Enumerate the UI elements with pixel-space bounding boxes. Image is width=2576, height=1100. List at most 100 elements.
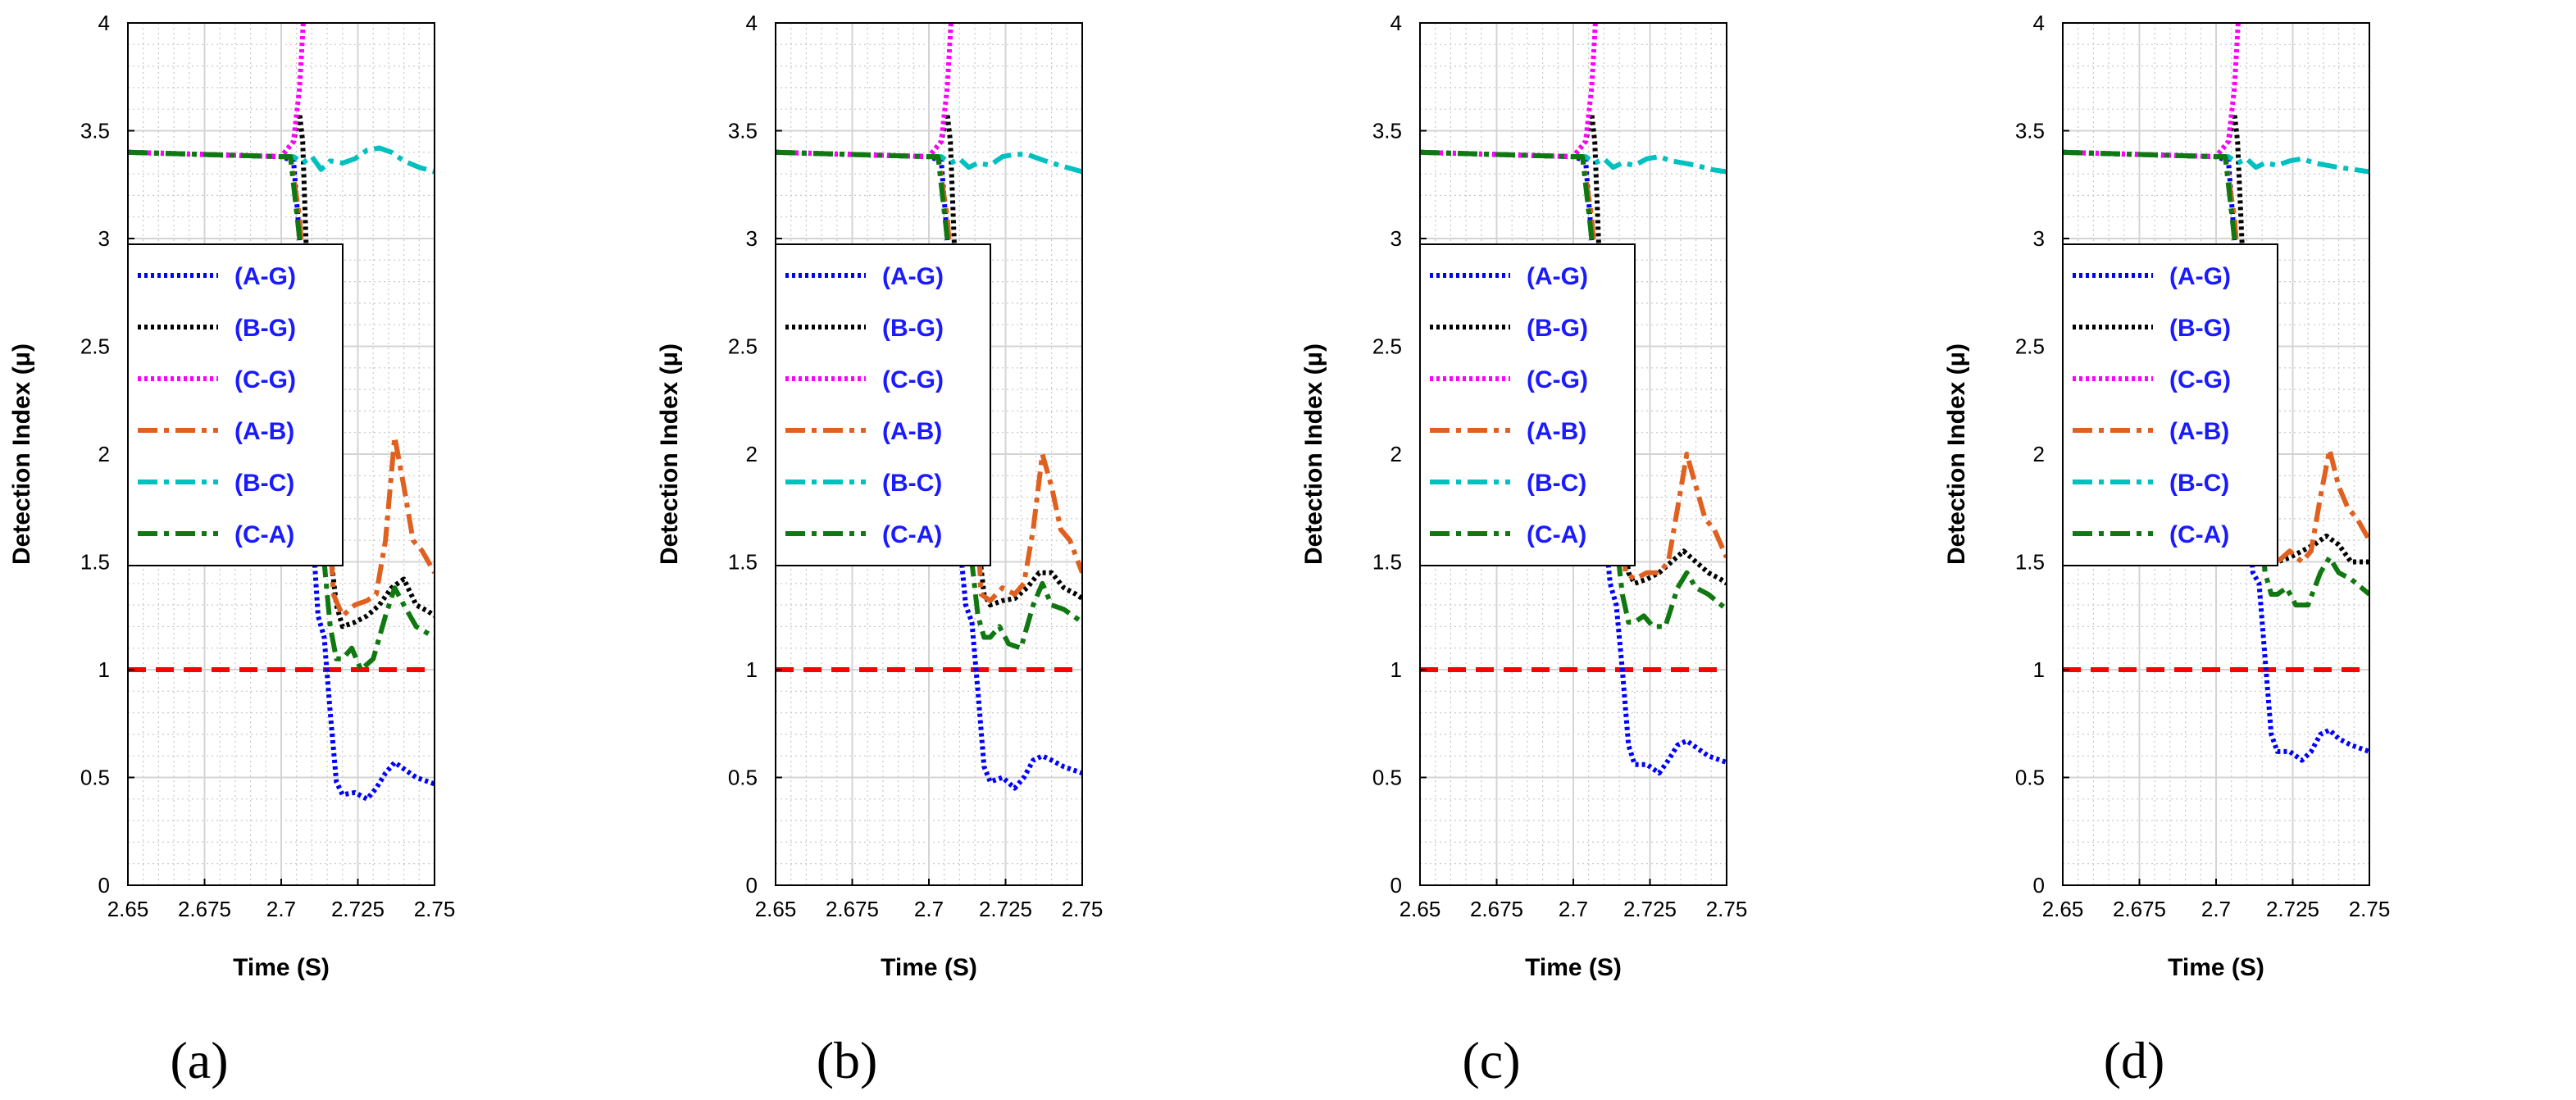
y-tick-label: 0.5 — [1372, 766, 1402, 790]
series-line-a-b — [128, 149, 435, 619]
y-tick-label: 0 — [1390, 873, 1402, 898]
series-line-c-a — [776, 149, 1082, 651]
x-tick-label: 2.725 — [979, 897, 1032, 921]
series-line-c-g — [128, 23, 306, 160]
legend-label: (A-G) — [1527, 263, 1588, 290]
series-line-b-g — [1420, 111, 1727, 586]
x-tick-label: 2.725 — [2266, 897, 2319, 921]
x-axis-label: Time (S) — [2168, 954, 2264, 981]
series-line-a-b — [1420, 149, 1727, 582]
y-tick-label: 1 — [1390, 657, 1402, 682]
x-tick-label: 2.675 — [2113, 897, 2166, 921]
legend-label: (A-B) — [1527, 418, 1586, 445]
legend-label: (B-C) — [2169, 470, 2229, 497]
legend-label: (A-B) — [2169, 418, 2229, 445]
chart-panel-4: 2.65 2.675 2.7 2.725 2.75 0 0.5 1 1.5 2 2.5 3 3.5 4 Ti… — [1943, 11, 2390, 1089]
y-tick-label: 3.5 — [2015, 119, 2045, 143]
y-tick-label: 3.5 — [80, 119, 110, 143]
x-axis-label: Time (S) — [233, 954, 330, 981]
series-line-b-c — [128, 145, 435, 175]
legend-label: (C-A) — [1527, 521, 1586, 548]
series-line-c-a — [2063, 149, 2369, 608]
y-tick-label: 0.5 — [80, 766, 110, 790]
legend-label: (A-B) — [882, 418, 942, 445]
panel-caption: (d) — [2104, 1031, 2165, 1089]
legend-box — [1419, 243, 1636, 566]
y-tick-label: 3.5 — [728, 119, 758, 143]
series-line-b-c — [2063, 149, 2369, 175]
y-tick-label: 0.5 — [728, 766, 758, 790]
x-tick-label: 2.75 — [1706, 897, 1748, 921]
series-line-b-c — [776, 149, 1082, 175]
legend-box — [127, 243, 344, 566]
legend-label: (B-G) — [2169, 315, 2231, 342]
y-tick-label: 1.5 — [2015, 550, 2045, 575]
y-tick-label: 2 — [2033, 442, 2045, 466]
x-tick-label: 2.75 — [1062, 897, 1104, 921]
legend-label: (B-G) — [1527, 315, 1588, 342]
legend-label: (C-G) — [882, 366, 944, 393]
x-axis-label: Time (S) — [1525, 954, 1622, 981]
x-tick-label: 2.7 — [1559, 897, 1588, 921]
y-tick-label: 4 — [2033, 11, 2045, 35]
y-tick-label: 4 — [1390, 11, 1402, 35]
y-tick-label: 3 — [98, 226, 110, 251]
legend-label: (A-G) — [234, 263, 296, 290]
series-line-c-a — [1420, 149, 1727, 630]
y-tick-label: 2 — [98, 442, 110, 466]
y-tick-label: 4 — [746, 11, 758, 35]
series-line-c-a — [128, 149, 435, 672]
y-tick-label: 2.5 — [728, 334, 758, 359]
x-tick-label: 2.725 — [331, 897, 385, 921]
legend-box — [2062, 243, 2278, 566]
chart-panel-2: 2.65 2.675 2.7 2.725 2.75 0 0.5 1 1.5 2 2.5 3 3.5 4 Ti… — [656, 11, 1103, 1089]
series-line-b-g — [2063, 111, 2369, 565]
y-tick-label: 2 — [1390, 442, 1402, 466]
legend-label: (C-G) — [2169, 366, 2231, 393]
legend-label: (C-A) — [234, 521, 294, 548]
y-tick-label: 1 — [746, 657, 758, 682]
y-tick-label: 2 — [746, 442, 758, 466]
series-line-c-g — [2063, 23, 2241, 160]
x-tick-label: 2.65 — [107, 897, 149, 921]
legend-label: (B-C) — [1527, 470, 1586, 497]
legend-label: (A-B) — [234, 418, 294, 445]
y-tick-label: 1 — [98, 657, 110, 682]
legend-label: (A-G) — [2169, 263, 2231, 290]
x-tick-label: 2.75 — [414, 897, 456, 921]
x-tick-label: 2.7 — [2201, 897, 2231, 921]
y-axis-label: Detection Index (μ) — [8, 343, 35, 565]
chart-panel-3: 2.65 2.675 2.7 2.725 2.75 0 0.5 1 1.5 2 2.5 3 3.5 4 Ti… — [1300, 11, 1747, 1089]
y-tick-label: 1.5 — [728, 550, 758, 575]
legend-label: (B-C) — [882, 470, 942, 497]
y-tick-label: 3 — [746, 226, 758, 251]
legend-label: (A-G) — [882, 263, 944, 290]
y-tick-label: 3 — [1390, 226, 1402, 251]
legend-label: (C-A) — [882, 521, 942, 548]
x-tick-label: 2.75 — [2349, 897, 2391, 921]
x-tick-label: 2.7 — [266, 897, 296, 921]
series-line-b-g — [128, 111, 435, 630]
panel-caption: (a) — [170, 1031, 228, 1089]
legend-label: (C-A) — [2169, 521, 2229, 548]
y-tick-label: 1.5 — [1372, 550, 1402, 575]
x-tick-label: 2.675 — [178, 897, 231, 921]
y-tick-label: 0.5 — [2015, 766, 2045, 790]
series-line-c-g — [776, 23, 953, 160]
y-tick-label: 1.5 — [80, 550, 110, 575]
y-tick-label: 2.5 — [2015, 334, 2045, 359]
legend-label: (C-G) — [234, 366, 296, 393]
series-group — [2063, 23, 2369, 763]
legend-label: (B-C) — [234, 470, 294, 497]
x-tick-label: 2.65 — [755, 897, 797, 921]
chart-panel-1: 2.65 2.675 2.7 2.725 2.75 0 0.5 1 1.5 2 2.5 3 3.5 4 Ti… — [8, 11, 455, 1089]
panel-caption: (b) — [817, 1031, 878, 1089]
y-axis-label: Detection Index (μ) — [1943, 343, 1970, 565]
x-tick-label: 2.7 — [914, 897, 944, 921]
x-tick-label: 2.65 — [2042, 897, 2084, 921]
y-tick-label: 1 — [2033, 657, 2045, 682]
series-group — [776, 23, 1082, 791]
x-tick-label: 2.675 — [826, 897, 879, 921]
legend-label: (B-G) — [882, 315, 944, 342]
y-tick-label: 4 — [98, 11, 110, 35]
